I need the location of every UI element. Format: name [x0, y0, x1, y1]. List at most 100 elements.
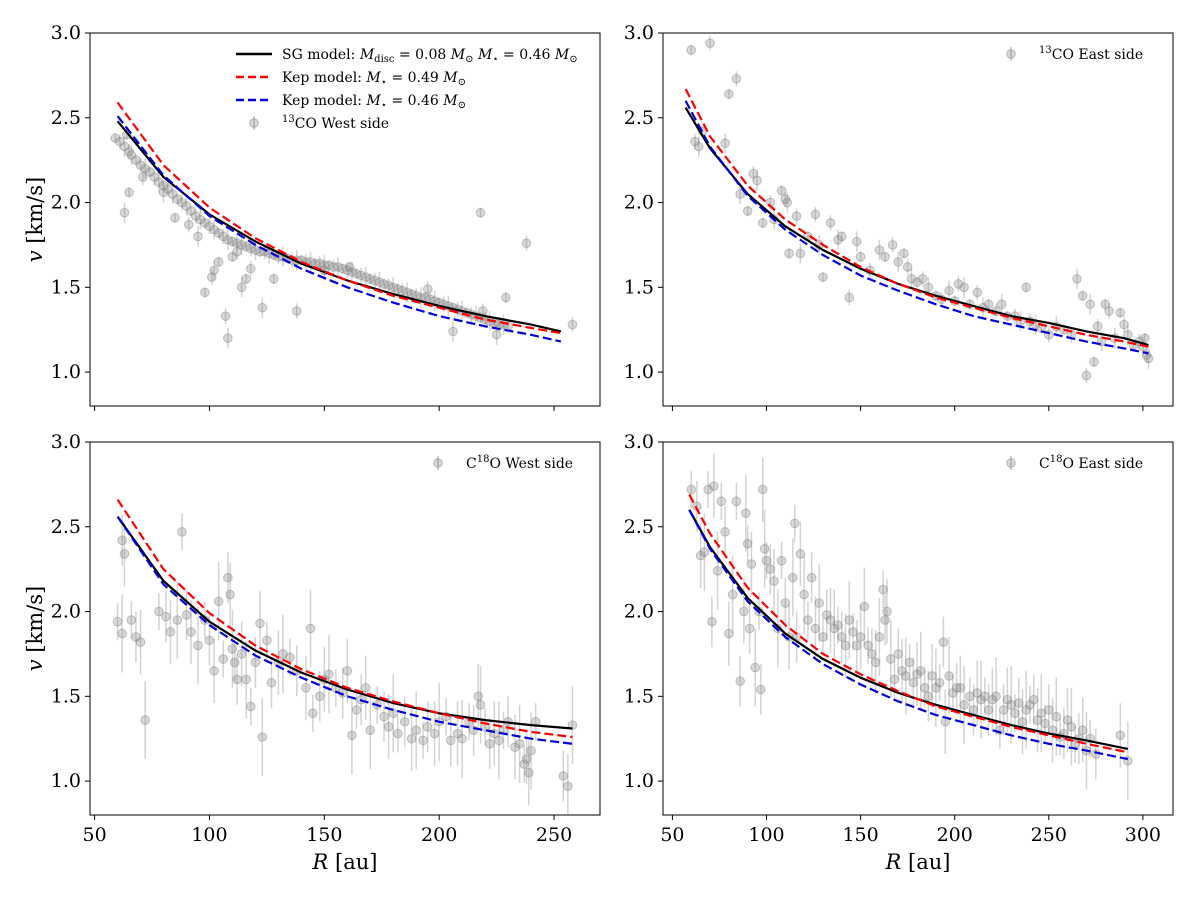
data-point — [526, 745, 536, 756]
data-point — [521, 238, 532, 249]
data-point — [135, 637, 146, 647]
x-tick-label: 250 — [536, 824, 572, 846]
data-point — [227, 644, 238, 654]
series-line-kep-model-0-46 — [684, 100, 1149, 355]
data-point — [724, 89, 734, 99]
data-point — [491, 329, 502, 340]
data-point — [163, 184, 173, 194]
data-point — [874, 245, 885, 255]
data-point — [1021, 705, 1032, 715]
x-tick-label: 50 — [660, 824, 684, 846]
data-point — [131, 632, 141, 642]
data-point — [983, 705, 994, 715]
data-point — [236, 282, 247, 293]
data-point — [1032, 715, 1043, 725]
data-point — [347, 267, 357, 277]
data-point — [810, 209, 821, 220]
data-point — [788, 572, 798, 583]
data-point — [874, 632, 885, 642]
y-tick-label: 1.0 — [624, 361, 654, 383]
data-point — [149, 172, 160, 182]
legend-entry-text: SG model: Mdisc = 0.08 M⊙ M⋆ = 0.46 M⊙ — [282, 47, 578, 65]
data-point — [784, 248, 794, 259]
data-point — [756, 684, 766, 695]
data-point — [699, 547, 710, 558]
data-point — [342, 265, 353, 276]
data-point — [912, 669, 922, 680]
data-point — [870, 657, 881, 668]
legend-entry-text: C18O East side — [1039, 454, 1143, 472]
data-point — [126, 615, 137, 625]
data-point — [223, 572, 233, 583]
y-tick-label: 2.0 — [624, 192, 654, 214]
data-point — [833, 235, 843, 245]
data-point — [241, 274, 252, 284]
data-point — [213, 228, 224, 238]
data-point — [406, 733, 417, 744]
data-point — [519, 759, 529, 769]
data-point — [445, 735, 456, 746]
data-point — [1017, 716, 1028, 727]
x-tick-label: 100 — [191, 824, 227, 846]
data-point — [844, 615, 855, 625]
data-point — [686, 484, 697, 495]
y-tick-label: 2.0 — [51, 192, 81, 214]
legend-marker — [433, 458, 443, 468]
data-point — [429, 728, 440, 739]
data-point — [558, 771, 569, 781]
data-point — [951, 683, 962, 693]
data-point — [923, 691, 934, 702]
data-point — [370, 275, 380, 286]
data-point — [899, 248, 909, 259]
data-point — [1040, 718, 1050, 729]
data-point — [328, 262, 339, 272]
data-point — [170, 213, 180, 223]
data-point — [731, 496, 742, 507]
data-point — [193, 640, 203, 651]
data-point — [209, 265, 219, 276]
data-point — [693, 141, 704, 152]
data-point — [810, 623, 821, 634]
data-point — [927, 671, 937, 681]
data-point — [916, 666, 926, 676]
data-point — [232, 674, 242, 685]
data-point — [931, 683, 941, 693]
data-point — [703, 484, 713, 495]
data-point — [140, 715, 150, 725]
data-point — [360, 683, 371, 693]
data-point — [484, 738, 495, 749]
data-point — [186, 206, 196, 216]
data-point — [158, 180, 169, 191]
data-point — [181, 201, 192, 211]
data-point — [906, 274, 917, 284]
data-point — [806, 572, 817, 583]
data-point — [1115, 730, 1126, 741]
x-tick-label: 200 — [421, 824, 457, 846]
data-point — [124, 146, 134, 157]
data-point — [241, 241, 252, 252]
y-tick-label: 1.5 — [51, 685, 81, 707]
data-point — [1066, 722, 1077, 732]
data-point — [897, 666, 907, 676]
x-tick-label: 100 — [748, 824, 784, 846]
data-point — [987, 694, 998, 705]
data-point — [268, 274, 279, 284]
data-point — [262, 635, 272, 646]
data-point — [759, 544, 770, 554]
y-tick-label: 3.0 — [51, 22, 81, 44]
y-tick-label: 1.5 — [624, 685, 654, 707]
data-point — [333, 262, 343, 272]
data-point — [246, 243, 256, 254]
data-point — [1036, 708, 1047, 719]
data-point — [124, 187, 134, 198]
series-line-sg-model — [684, 107, 1149, 347]
data-point — [399, 716, 410, 727]
data-point — [1006, 699, 1016, 710]
plot-frame — [662, 441, 1174, 816]
data-point — [167, 189, 178, 199]
data-point — [744, 623, 755, 634]
data-point — [1081, 370, 1092, 381]
series-line-kep-model-0-49 — [116, 101, 562, 335]
data-point — [475, 207, 486, 218]
data-point — [1002, 694, 1013, 705]
